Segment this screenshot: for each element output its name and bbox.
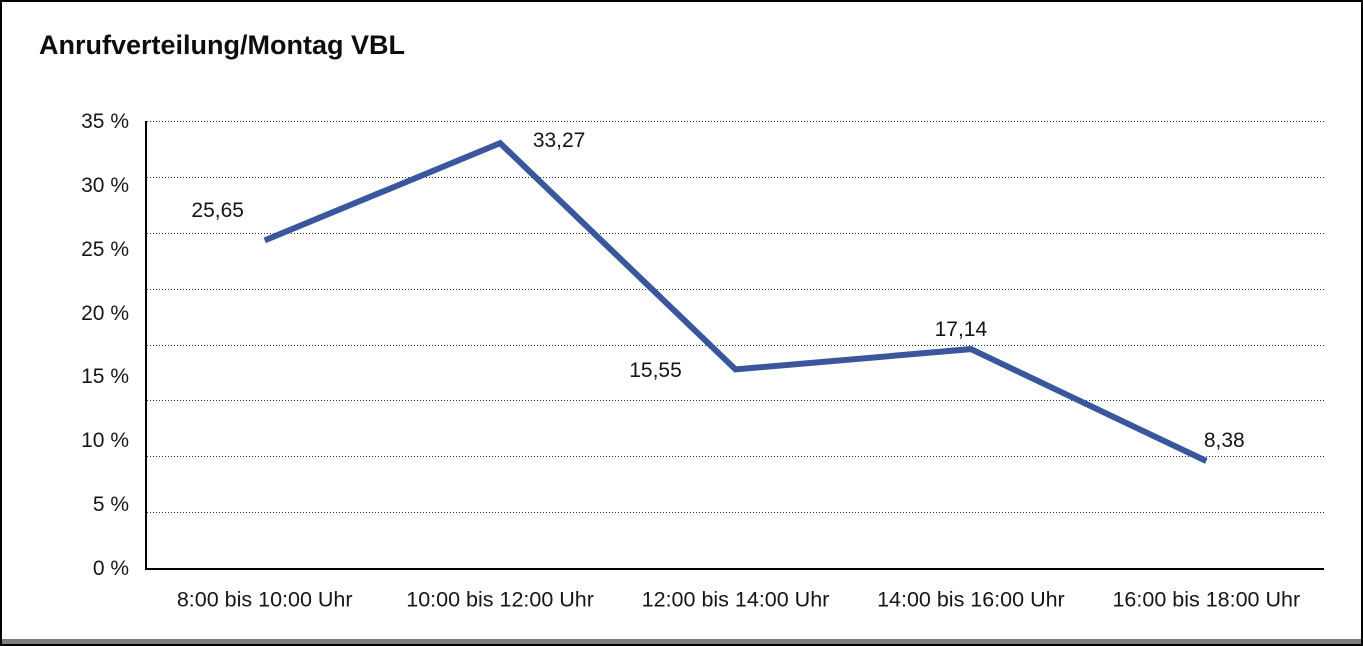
y-axis-tick-label: 20 % [81,301,129,325]
x-axis-line [145,568,1324,570]
gridline [147,176,1324,178]
data-label: 33,27 [532,129,586,153]
y-axis-tick-label: 25 % [81,237,129,261]
x-axis-label: 16:00 bis 18:00 Uhr [1112,587,1301,612]
gridline [147,456,1324,458]
data-label: 25,65 [191,199,244,223]
y-axis-tick-label: 35 % [81,110,129,133]
y-axis-tick-label: 30 % [81,173,129,197]
x-axis-label: 12:00 bis 14:00 Uhr [641,587,830,612]
data-label: 17,14 [934,318,988,342]
y-axis-line [145,121,147,570]
y-axis-tick-label: 0 % [92,557,129,580]
x-axis-label: 10:00 bis 12:00 Uhr [406,587,594,612]
series-polyline [263,139,1208,464]
data-label: 8,38 [1203,428,1245,452]
x-axis-label: 8:00 bis 10:00 Uhr [176,587,353,612]
gridline [147,121,1324,122]
y-axis-tick-label: 5 % [92,493,129,517]
y-axis-tick-label: 10 % [81,429,129,453]
gridline [147,344,1324,346]
window-bottom-edge [2,639,1361,644]
gridline [147,288,1324,290]
gridline [147,232,1324,234]
chart-title: Anrufverteilung/Montag VBL [39,30,405,60]
data-label: 15,55 [629,359,682,383]
y-axis-tick-label: 15 % [81,365,129,389]
gridline [147,512,1324,514]
gridline [147,400,1324,402]
x-axis-label: 14:00 bis 16:00 Uhr [877,587,1065,612]
line-series [263,139,1208,464]
